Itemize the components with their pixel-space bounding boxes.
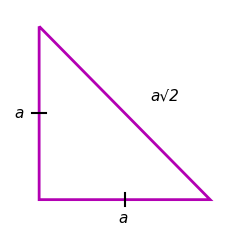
Text: a√2: a√2: [150, 88, 179, 103]
Text: a: a: [119, 210, 128, 225]
Text: a: a: [14, 106, 23, 121]
